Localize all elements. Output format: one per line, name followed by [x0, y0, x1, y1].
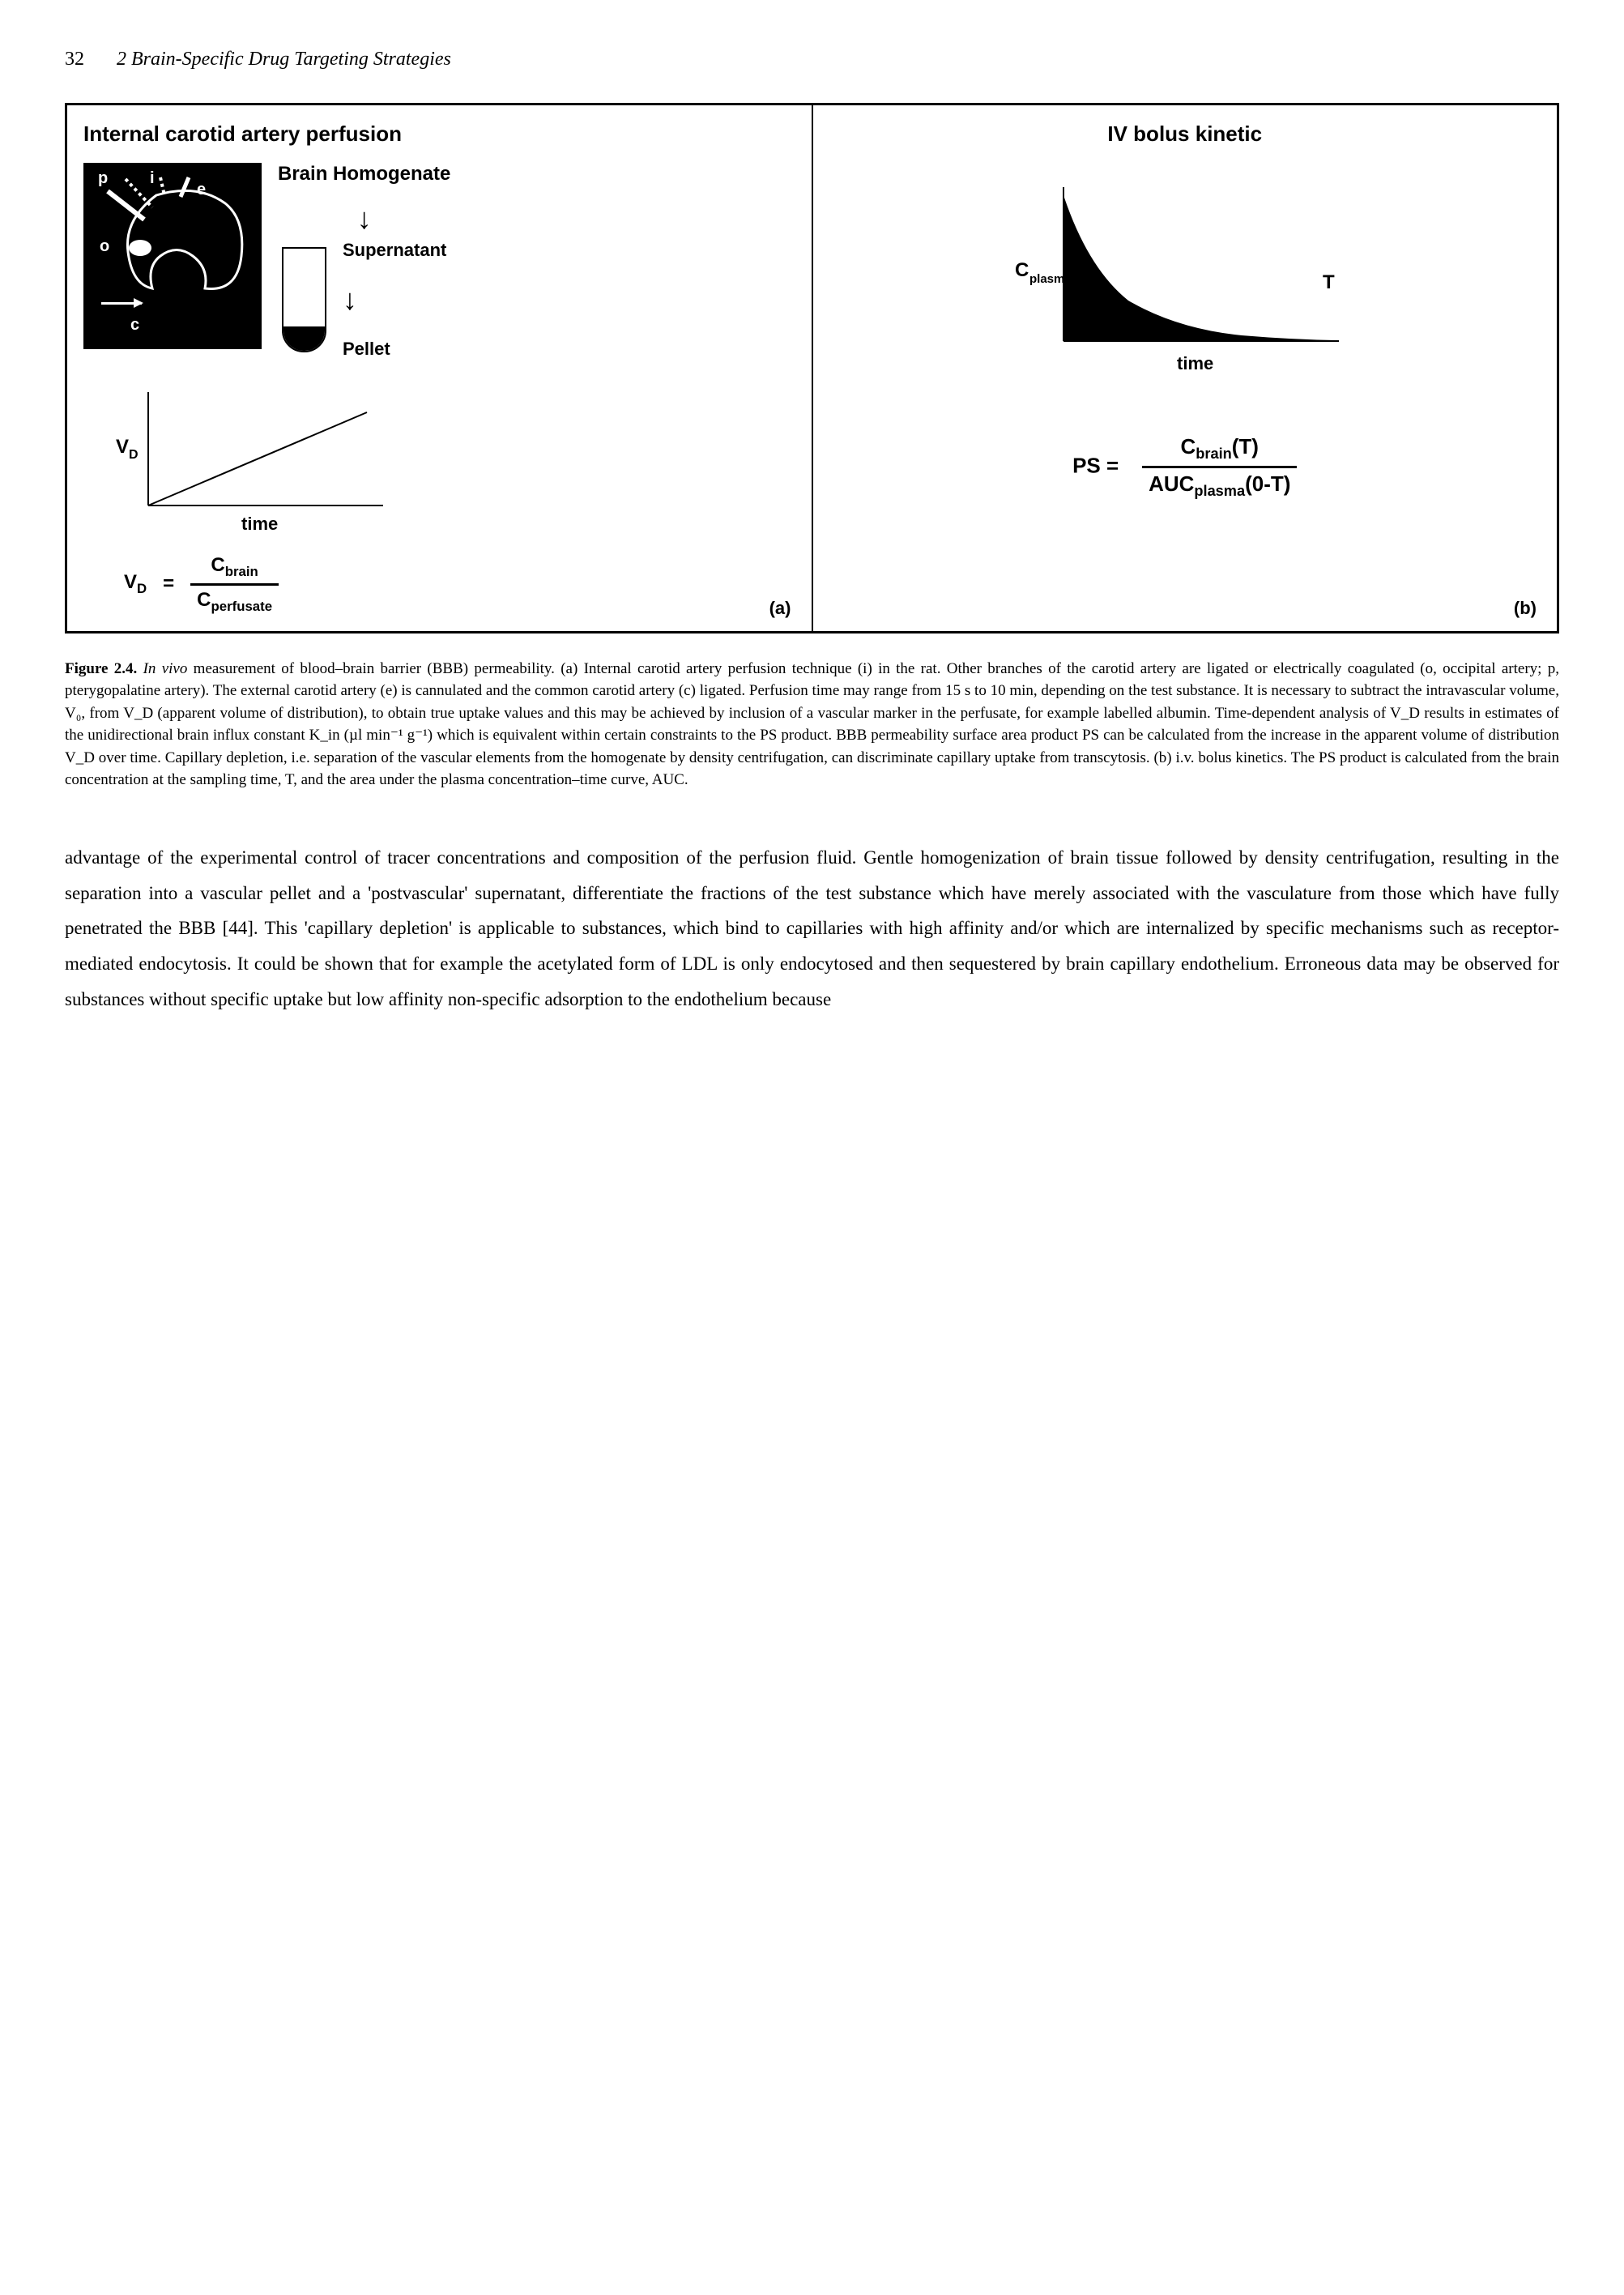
anatomy-label-i: i: [150, 169, 155, 188]
homogenate-flow: Brain Homogenate ↓ Supernatant ↓ Pellet: [278, 163, 450, 360]
chapter-title: 2 Brain-Specific Drug Targeting Strategi…: [117, 49, 451, 70]
equals-sign: =: [163, 573, 174, 595]
page-header: 32 2 Brain-Specific Drug Targeting Strat…: [65, 49, 1559, 70]
centrifuge-tube-icon: [282, 247, 326, 352]
tube-pellet-icon: [283, 326, 325, 351]
denominator: AUCplasma(0-T): [1142, 466, 1297, 500]
panel-a: Internal carotid artery perfusion p i e …: [67, 105, 813, 631]
svg-text:time: time: [241, 514, 278, 534]
panel-b: IV bolus kinetic C plasma T time PS = Cb…: [813, 105, 1558, 631]
svg-text:time: time: [1177, 353, 1213, 373]
svg-text:C: C: [1015, 259, 1029, 281]
anatomy-label-o: o: [100, 237, 109, 256]
numerator: Cbrain: [204, 554, 264, 583]
vd-vs-time-chart: V D time: [108, 384, 795, 538]
panel-a-top: p i e o c Brain Homogenate ↓ Supernatant: [83, 163, 795, 360]
svg-text:D: D: [129, 448, 139, 462]
pellet-label: Pellet: [343, 339, 446, 360]
fraction: Cbrain Cperfusate: [190, 554, 279, 615]
down-arrow-icon: ↓: [343, 285, 357, 314]
panel-b-label: (b): [1514, 598, 1537, 619]
down-arrow-icon: ↓: [357, 204, 372, 233]
tube-labels: Supernatant ↓ Pellet: [343, 240, 446, 360]
page-number: 32: [65, 49, 84, 70]
svg-text:T: T: [1323, 271, 1335, 293]
caption-title: Figure 2.4.: [65, 660, 137, 677]
brain-diagram: p i e o c: [83, 163, 262, 349]
panel-a-label: (a): [769, 598, 791, 619]
panel-a-title: Internal carotid artery perfusion: [83, 122, 795, 147]
supernatant-label: Supernatant: [343, 240, 446, 261]
formula-lhs: VD: [124, 571, 147, 597]
anatomy-label-e: e: [197, 181, 206, 199]
anatomy-label-p: p: [98, 169, 108, 188]
figure-caption: Figure 2.4. In vivo measurement of blood…: [65, 658, 1559, 791]
ps-formula: PS = Cbrain(T) AUCplasma(0-T): [829, 434, 1541, 500]
figure-2-4: Internal carotid artery perfusion p i e …: [65, 103, 1559, 633]
anatomy-label-c: c: [130, 316, 139, 335]
denominator: Cperfusate: [190, 583, 279, 615]
homogenate-title: Brain Homogenate: [278, 163, 450, 186]
plasma-decay-chart: C plasma T time: [1015, 171, 1355, 386]
caption-italic: In vivo: [143, 660, 188, 677]
numerator: Cbrain(T): [1174, 434, 1265, 466]
tube-row: Supernatant ↓ Pellet: [282, 240, 446, 360]
ps-lhs: PS =: [1072, 454, 1119, 478]
fraction: Cbrain(T) AUCplasma(0-T): [1142, 434, 1297, 500]
svg-text:V: V: [116, 436, 129, 458]
body-paragraph: advantage of the experimental control of…: [65, 840, 1559, 1017]
vd-formula: VD = Cbrain Cperfusate: [124, 554, 795, 615]
caption-text: measurement of blood–brain barrier (BBB)…: [65, 660, 1559, 789]
svg-text:plasma: plasma: [1029, 272, 1072, 286]
flow-arrow-icon: [101, 302, 142, 305]
panel-b-title: IV bolus kinetic: [829, 122, 1541, 147]
